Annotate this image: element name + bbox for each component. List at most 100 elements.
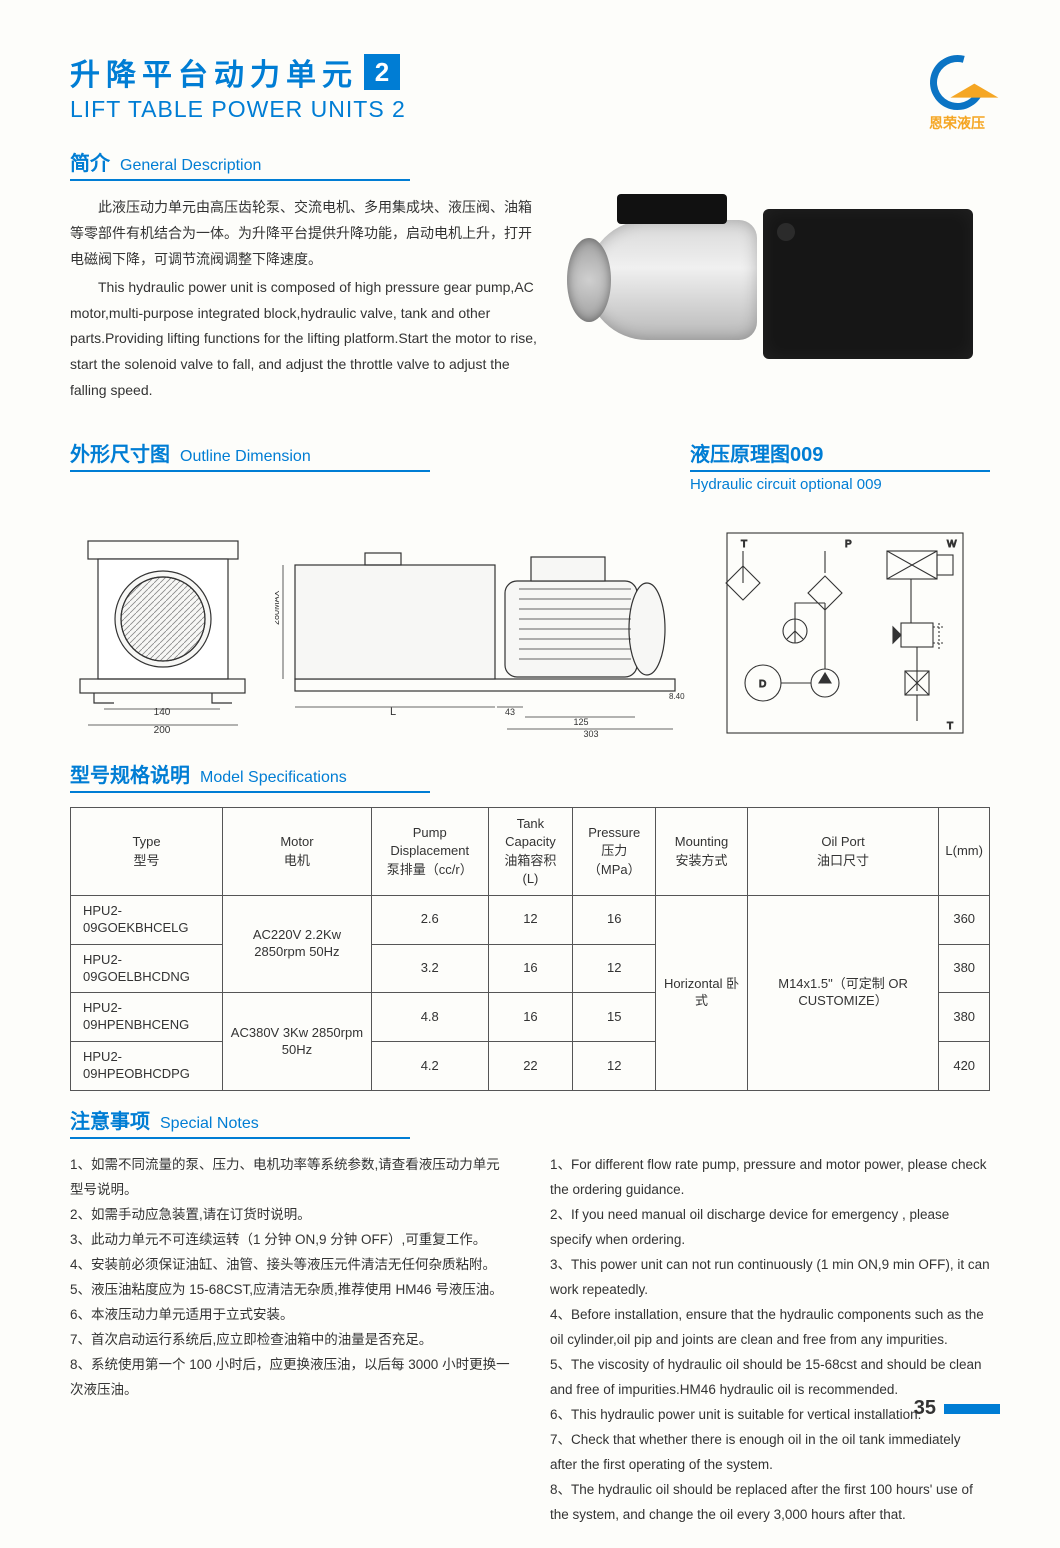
section-intro-en: General Description: [120, 157, 261, 175]
cell-oilport: M14x1.5"（可定制 OR CUSTOMIZE）: [747, 895, 939, 1090]
dim-43: 43: [505, 707, 515, 717]
cell-press: 12: [573, 1042, 656, 1091]
cell-tank: 22: [488, 1042, 572, 1091]
label-D: D: [759, 679, 766, 690]
intro-text-block: 此液压动力单元由高压齿轮泵、交流电机、多用集成块、液压阀、油箱等零部件有机结合为…: [70, 195, 540, 406]
cell-l: 420: [939, 1042, 990, 1091]
section-model-cn: 型号规格说明: [70, 759, 190, 788]
dim-303: 303: [583, 729, 598, 739]
note-cn: 4、安装前必须保证油缸、油管、接头等液压元件清洁无任何杂质粘附。: [70, 1253, 510, 1278]
hydraulic-circuit-diagram: T P W T D: [715, 523, 975, 743]
cell-press: 16: [573, 895, 656, 944]
outline-drawing-side: 280MAX L 43 125 303 8.40: [275, 523, 695, 743]
label-T1: T: [741, 539, 747, 550]
th-mount: Mounting安装方式: [656, 808, 747, 896]
tank-graphic: [763, 209, 973, 359]
cell-pump: 4.2: [371, 1042, 488, 1091]
note-cn: 5、液压油粘度应为 15-68CST,应清洁无杂质,推荐使用 HM46 号液压油…: [70, 1278, 510, 1303]
note-en: 3、This power unit can not run continuous…: [550, 1253, 990, 1303]
notes-col-cn: 1、如需不同流量的泵、压力、电机功率等系统参数,请查看液压动力单元型号说明。 2…: [70, 1153, 510, 1528]
dim-200: 200: [154, 725, 171, 736]
page-title-en: LIFT TABLE POWER UNITS 2: [70, 96, 990, 123]
section-header-model: 型号规格说明 Model Specifications: [70, 759, 430, 793]
note-cn: 1、如需不同流量的泵、压力、电机功率等系统参数,请查看液压动力单元型号说明。: [70, 1153, 510, 1203]
dim-125: 125: [573, 717, 588, 727]
th-l: L(mm): [939, 808, 990, 896]
dim-840: 8.40: [669, 692, 685, 701]
section-notes-en: Special Notes: [160, 1115, 259, 1133]
title-number-badge: 2: [364, 54, 400, 90]
cell-tank: 12: [488, 895, 572, 944]
note-en: 1、For different flow rate pump, pressure…: [550, 1153, 990, 1203]
cell-type: HPU2-09GOEKBHCELG: [71, 895, 223, 944]
page-number: 35: [914, 1397, 936, 1420]
section-hcircuit-cn: 液压原理图009: [690, 438, 823, 467]
note-cn: 3、此动力单元不可连续运转（1 分钟 ON,9 分钟 OFF）,可重复工作。: [70, 1228, 510, 1253]
note-en: 8、The hydraulic oil should be replaced a…: [550, 1478, 990, 1528]
label-P: P: [845, 539, 852, 550]
cell-pump: 3.2: [371, 944, 488, 993]
page-footer: 35: [914, 1397, 1000, 1420]
th-oil: Oil Port油口尺寸: [747, 808, 939, 896]
footer-bar: [944, 1404, 1000, 1414]
note-en: 4、Before installation, ensure that the h…: [550, 1303, 990, 1353]
section-outline-en: Outline Dimension: [180, 448, 311, 466]
section-outline-cn: 外形尺寸图: [70, 438, 170, 467]
table-header-row: Type型号 Motor电机 Pump Displacement泵排量（cc/r…: [71, 808, 990, 896]
note-en: 7、Check that whether there is enough oil…: [550, 1428, 990, 1478]
th-tank: Tank Capacity油箱容积 (L): [488, 808, 572, 896]
note-cn: 2、如需手动应急装置,请在订货时说明。: [70, 1203, 510, 1228]
cell-mount: Horizontal 卧式: [656, 895, 747, 1090]
page-title-cn: 升降平台动力单元 2: [70, 50, 400, 94]
intro-para-cn: 此液压动力单元由高压齿轮泵、交流电机、多用集成块、液压阀、油箱等零部件有机结合为…: [70, 195, 540, 273]
spec-table: Type型号 Motor电机 Pump Displacement泵排量（cc/r…: [70, 807, 990, 1091]
table-row: HPU2-09GOEKBHCELG AC220V 2.2Kw 2850rpm 5…: [71, 895, 990, 944]
dim-L: L: [390, 706, 396, 718]
cell-type: HPU2-09GOELBHCDNG: [71, 944, 223, 993]
cell-pump: 2.6: [371, 895, 488, 944]
cell-type: HPU2-09HPEOBHCDPG: [71, 1042, 223, 1091]
label-T2: T: [947, 721, 953, 732]
dim-140: 140: [154, 707, 171, 718]
section-hcircuit-en: Hydraulic circuit optional 009: [690, 476, 990, 493]
section-intro-cn: 简介: [70, 147, 110, 176]
cell-tank: 16: [488, 944, 572, 993]
section-header-outline: 外形尺寸图 Outline Dimension: [70, 438, 430, 472]
th-pump: Pump Displacement泵排量（cc/r）: [371, 808, 488, 896]
title-text-cn: 升降平台动力单元: [70, 50, 358, 94]
cell-motor2: AC380V 3Kw 2850rpm 50Hz: [223, 993, 372, 1091]
note-cn: 6、本液压动力单元适用于立式安装。: [70, 1303, 510, 1328]
section-header-intro: 简介 General Description: [70, 147, 410, 181]
note-en: 2、If you need manual oil discharge devic…: [550, 1203, 990, 1253]
cell-pump: 4.8: [371, 993, 488, 1042]
note-en: 5、The viscosity of hydraulic oil should …: [550, 1353, 990, 1403]
notes-col-en: 1、For different flow rate pump, pressure…: [550, 1153, 990, 1528]
section-header-notes: 注意事项 Special Notes: [70, 1105, 410, 1139]
section-model-en: Model Specifications: [200, 769, 347, 787]
note-cn: 7、首次启动运行系统后,应立即检查油箱中的油量是否充足。: [70, 1328, 510, 1353]
logo-icon: [919, 45, 994, 120]
dim-280max: 280MAX: [275, 591, 281, 626]
cell-l: 380: [939, 993, 990, 1042]
notes-block: 1、如需不同流量的泵、压力、电机功率等系统参数,请查看液压动力单元型号说明。 2…: [70, 1153, 990, 1528]
cell-l: 380: [939, 944, 990, 993]
section-notes-cn: 注意事项: [70, 1105, 150, 1134]
brand-name: 恩荣液压: [929, 113, 985, 133]
cell-type: HPU2-09HPENBHCENG: [71, 993, 223, 1042]
cell-l: 360: [939, 895, 990, 944]
diagram-row: 140 200: [70, 523, 990, 743]
outline-drawing-front: 140 200: [70, 523, 255, 743]
cell-press: 12: [573, 944, 656, 993]
product-photo: [570, 187, 990, 372]
cell-motor1: AC220V 2.2Kw 2850rpm 50Hz: [223, 895, 372, 993]
cell-press: 15: [573, 993, 656, 1042]
note-cn: 8、系统使用第一个 100 小时后，应更换液压油，以后每 3000 小时更换一次…: [70, 1353, 510, 1403]
th-motor: Motor电机: [223, 808, 372, 896]
label-W: W: [947, 539, 957, 550]
th-type: Type型号: [71, 808, 223, 896]
cell-tank: 16: [488, 993, 572, 1042]
brand-logo: 恩荣液压: [929, 55, 985, 133]
intro-para-en: This hydraulic power unit is composed of…: [70, 275, 540, 404]
motor-graphic: [587, 220, 757, 340]
th-press: Pressure压力（MPa）: [573, 808, 656, 896]
